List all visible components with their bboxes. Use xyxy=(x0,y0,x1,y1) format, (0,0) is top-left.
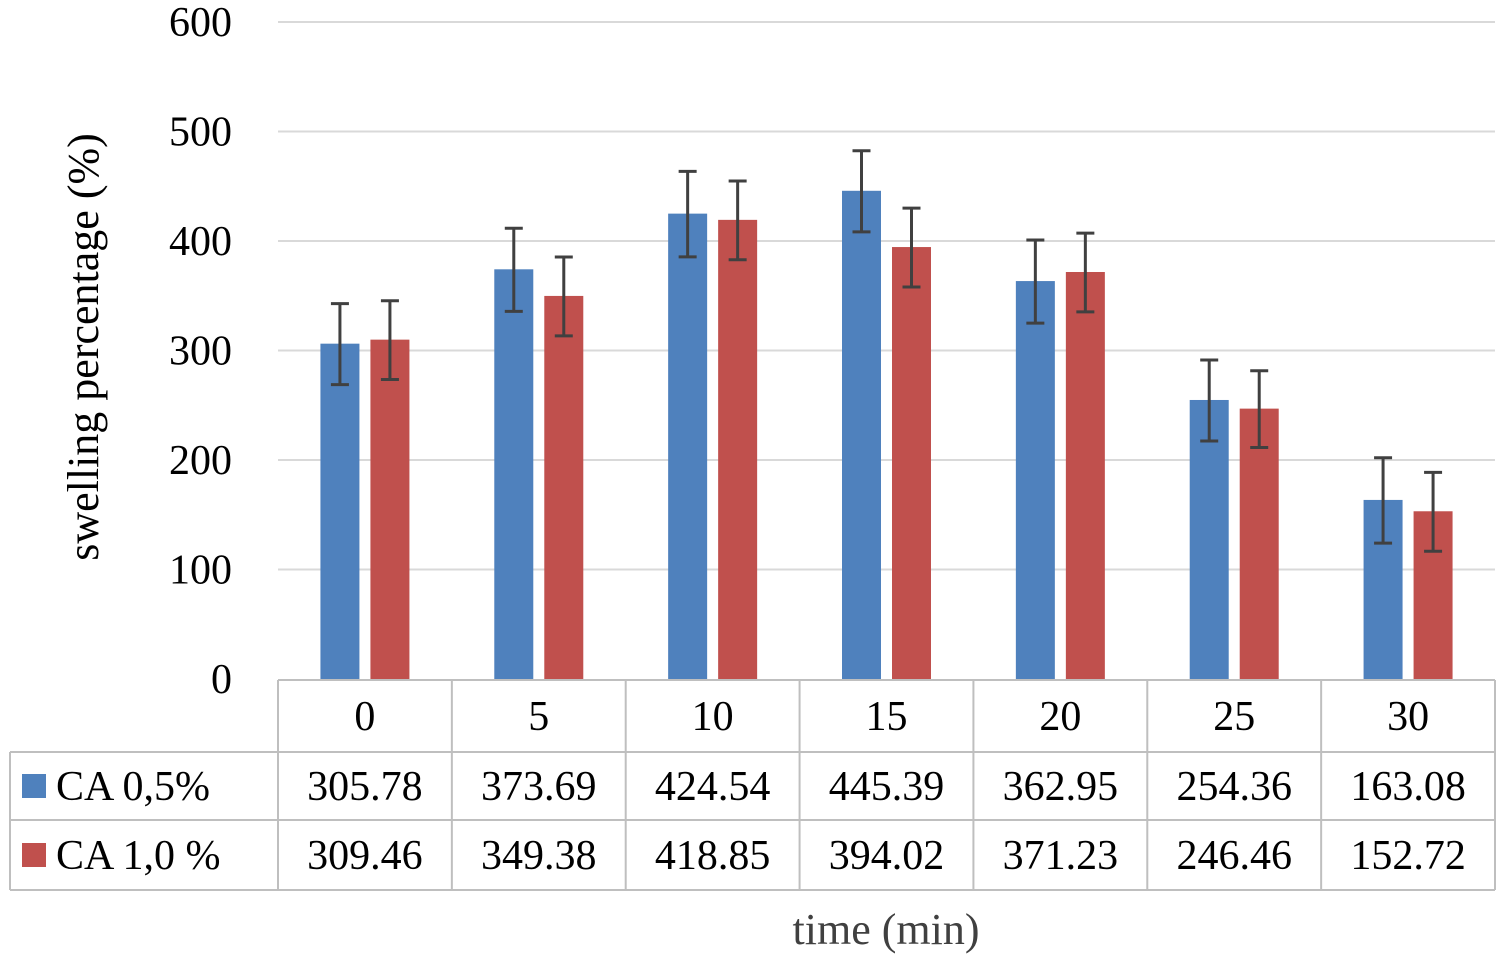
table-value: 305.78 xyxy=(307,764,423,810)
table-value: 349.38 xyxy=(481,833,597,879)
bar-ca-1-0 xyxy=(370,339,410,680)
bar-ca-1-0 xyxy=(1239,408,1279,680)
data-table: 0 5 10 15 20 25 30 CA 0,5% 305.78 373.69 424.54 445… xyxy=(9,679,1496,891)
x-tick-label: 20 xyxy=(1039,694,1081,740)
gridlines xyxy=(278,21,1495,571)
bar-ca-1-0 xyxy=(718,219,758,680)
table-value: 373.69 xyxy=(481,764,597,810)
legend-swatch xyxy=(22,843,46,867)
table-value: 371.23 xyxy=(1003,833,1119,879)
table-value: 394.02 xyxy=(829,833,945,879)
y-tick-label: 0 xyxy=(211,657,232,703)
y-tick-label: 100 xyxy=(169,548,232,594)
legend-label: CA 1,0 % xyxy=(56,833,221,879)
x-tick-label: 0 xyxy=(354,694,375,740)
y-tick-label: 400 xyxy=(169,219,232,265)
table-value: 152.72 xyxy=(1350,833,1466,879)
table-value: 163.08 xyxy=(1350,764,1466,810)
table-value: 246.46 xyxy=(1176,833,1292,879)
bar-ca-1-0 xyxy=(892,247,931,680)
table-value: 254.36 xyxy=(1176,764,1292,810)
bar-ca-0-5 xyxy=(668,213,708,680)
y-axis-title: swelling percentage (%) xyxy=(59,133,108,561)
x-axis-title: time (min) xyxy=(793,905,980,954)
y-tick-label: 600 xyxy=(169,0,232,46)
y-axis-ticks: 0 100 200 300 400 500 600 xyxy=(169,0,232,703)
legend-label: CA 0,5% xyxy=(56,764,210,810)
error-bars xyxy=(330,149,1443,553)
table-value: 424.54 xyxy=(655,764,771,810)
x-tick-label: 25 xyxy=(1213,694,1255,740)
table-value: 362.95 xyxy=(1003,764,1119,810)
x-tick-label: 5 xyxy=(528,694,549,740)
table-value: 445.39 xyxy=(829,764,945,810)
bars xyxy=(320,190,1453,680)
y-tick-label: 300 xyxy=(169,329,232,375)
x-tick-label: 10 xyxy=(692,694,734,740)
bar-ca-0-5 xyxy=(494,269,534,680)
bar-ca-0-5 xyxy=(320,343,360,680)
bar-ca-1-0 xyxy=(544,295,584,680)
legend-swatch xyxy=(22,774,46,798)
x-tick-label: 30 xyxy=(1387,694,1429,740)
table-value: 309.46 xyxy=(307,833,423,879)
bar-ca-0-5 xyxy=(1015,281,1055,680)
bar-ca-0-5 xyxy=(842,190,881,680)
x-tick-label: 15 xyxy=(866,694,908,740)
table-value: 418.85 xyxy=(655,833,771,879)
bar-ca-1-0 xyxy=(1065,272,1105,680)
y-tick-label: 200 xyxy=(169,438,232,484)
y-tick-label: 500 xyxy=(169,110,232,156)
